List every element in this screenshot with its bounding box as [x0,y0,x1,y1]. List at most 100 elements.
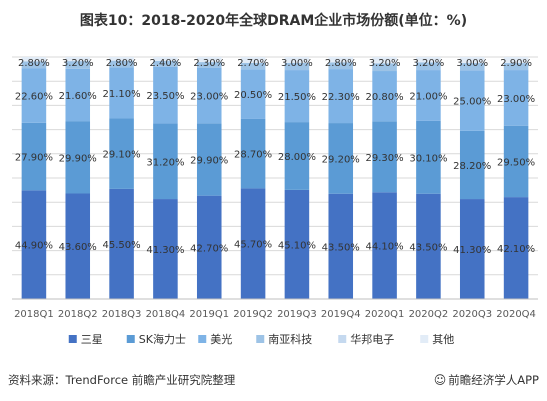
legend-swatch [68,335,77,343]
data-label: 3.00% [281,58,313,69]
bar-segment [65,121,91,194]
x-tick-label: 2019Q4 [321,309,361,320]
data-label: 2.70% [237,58,269,69]
data-label: 28.20% [453,161,491,172]
bar-segment [416,62,441,71]
bar-segment [284,122,310,190]
bar-segment [240,62,266,70]
bar-segment-remainder [109,57,134,61]
bar-segment [328,193,354,299]
bar-segment [328,69,354,124]
data-label: 44.90% [15,241,53,252]
bar-segment-remainder [284,57,310,63]
source-note: 资料来源：TrendForce 前瞻产业研究院整理 [8,373,236,387]
bar-segment [153,199,178,299]
data-label: 2.40% [150,58,182,69]
data-label: 29.20% [322,154,360,165]
bars [21,57,529,299]
data-label: 2.30% [193,58,225,69]
bar-segment [416,70,441,121]
bar-segment [65,61,91,69]
data-label: 29.90% [190,155,228,166]
legend-label: 华邦电子 [350,332,394,346]
data-label: 29.30% [366,153,404,164]
bar-segment [196,123,222,196]
data-label: 31.20% [146,157,184,168]
bar-segment [372,192,397,299]
bar-segment [503,70,529,126]
bar-segment [503,63,529,71]
bar-segment [153,123,178,200]
data-label: 2.80% [106,58,138,69]
bar-segment [240,188,266,299]
bar-segment-remainder [372,57,397,64]
bar-segment [196,62,222,68]
legend-label: SK海力士 [139,332,186,346]
data-label: 45.50% [103,240,141,251]
data-label: 2.90% [500,58,532,69]
bar-segment [240,69,266,119]
data-label: 2.80% [18,58,50,69]
data-label: 42.70% [190,243,228,254]
x-tick-label: 2018Q4 [146,309,186,320]
data-label: 29.50% [497,157,535,168]
bar-segment-remainder [21,57,47,62]
bar-segment [284,189,310,299]
bar-segment [21,122,47,191]
bar-segment [328,123,354,194]
x-tick-label: 2018Q1 [14,309,54,320]
data-label: 28.00% [278,152,316,163]
brand-text: 前瞻经济学人APP [448,373,539,387]
x-tick-label: 2018Q3 [102,309,142,320]
data-label: 20.50% [234,90,272,101]
bar-segment [372,63,397,72]
data-label: 45.70% [234,240,272,251]
bar-segment [416,193,441,299]
data-label: 22.30% [322,92,360,103]
data-label: 43.50% [409,242,447,253]
bar-segment [284,70,310,123]
data-label: 25.00% [453,97,491,108]
bar-segment [196,67,222,124]
data-label: 22.60% [15,91,53,102]
bar-segment [153,60,178,67]
legend-swatch [256,335,265,343]
x-tick-label: 2018Q2 [58,309,98,320]
bar-segment [65,68,91,122]
bar-segment-remainder [240,57,266,63]
bar-segment [109,188,134,299]
legend-label: 其他 [432,333,454,346]
bar-segment-remainder [416,57,441,63]
bar-segment [416,120,441,194]
bar-segment [21,61,47,69]
bar-segment [284,62,310,71]
bar-segment-remainder [328,57,354,63]
data-label: 29.90% [59,153,97,164]
bar-segment [459,70,485,131]
legend-label: 三星 [81,333,103,346]
x-axis: 2018Q1 2018Q2 2018Q3 2018Q4 2019Q1 2019Q2 2019… [12,298,538,320]
chart-title: 图表10：2018-2020年全球DRAM企业市场份额(单位：%) [79,13,468,29]
data-label: 21.50% [278,92,316,103]
smile-icon: ☺ [433,373,447,387]
bar-segment [109,60,134,68]
bar-segment [503,125,529,198]
bar-segment [153,66,178,124]
x-tick-label: 2020Q2 [409,309,449,320]
legend-label: 南亚科技 [268,332,312,346]
data-label: 21.10% [103,89,141,100]
bar-segment [240,118,266,189]
data-label: 3.00% [456,58,488,69]
data-label: 20.80% [366,92,404,103]
x-tick-label: 2019Q2 [233,309,273,320]
data-label: 28.70% [234,150,272,161]
bar-segment [21,190,47,299]
data-label: 43.50% [322,242,360,253]
legend-swatch [126,335,135,343]
data-label: 23.00% [190,91,228,102]
x-tick-label: 2020Q4 [496,309,536,320]
x-tick-label: 2020Q1 [365,309,405,320]
data-label: 27.90% [15,153,53,164]
bar-segment [21,68,47,123]
